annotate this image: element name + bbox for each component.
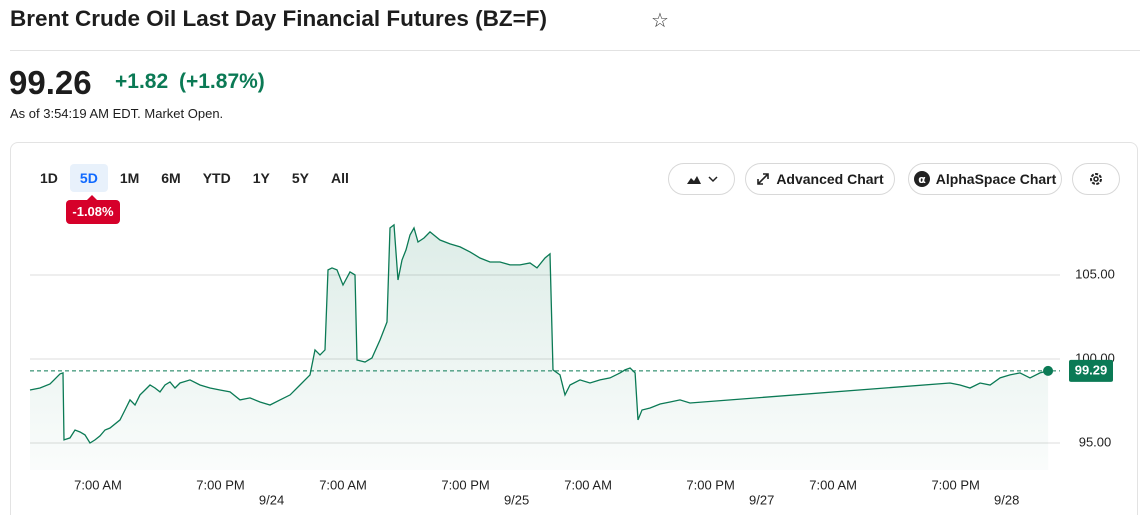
svg-text:α: α xyxy=(918,173,926,186)
watchlist-star[interactable]: ☆ xyxy=(651,10,669,32)
date-tick-label: 9/28 xyxy=(994,492,1019,507)
button-label: Advanced Chart xyxy=(776,171,884,187)
last-price-badge xyxy=(1069,359,1113,382)
title: Brent Crude Oil Last Day Financial Futur… xyxy=(10,6,547,31)
area xyxy=(30,224,1049,470)
price-change: +1.82 xyxy=(115,70,169,93)
x-tick-label: 7:00 AM xyxy=(564,477,612,492)
x-tick-label: 7:00 AM xyxy=(74,477,122,492)
price: 99.26 xyxy=(9,64,92,101)
range-tab[interactable]: 1D xyxy=(40,170,58,186)
chart-card xyxy=(10,142,1138,515)
x-tick-label: 7:00 PM xyxy=(931,477,979,492)
advanced-chart-button[interactable]: Advanced Chart xyxy=(745,163,895,195)
as-of: As of 3:54:19 AM EDT. Market Open. xyxy=(10,106,224,121)
date-tick-label: 9/24 xyxy=(259,492,284,507)
range-tab[interactable]: All xyxy=(330,170,349,186)
range-tab[interactable]: YTD xyxy=(202,170,231,186)
button-label: AlphaSpace Chart xyxy=(935,171,1057,187)
gear-icon xyxy=(1090,173,1102,185)
range-tab[interactable]: 1Y xyxy=(252,170,270,186)
price-change-percent: (+1.87%) xyxy=(179,70,265,93)
range-tab[interactable]: 6M xyxy=(161,170,181,186)
range-tabs: 1D 5D 1M 6M YTD 1Y 5Y All xyxy=(30,164,359,192)
date-tick-label: 9/25 xyxy=(504,492,529,507)
price-line xyxy=(29,223,1049,444)
range-tab[interactable]: 5Y xyxy=(291,170,309,186)
range-tab[interactable]: 5D xyxy=(69,164,108,192)
separator xyxy=(10,50,1140,51)
alphaspace-chart-button[interactable]: α AlphaSpace Chart xyxy=(908,163,1062,195)
alpha-icon: α xyxy=(913,171,930,187)
area-icon xyxy=(686,176,701,184)
range-tab[interactable]: 1M xyxy=(119,170,140,186)
settings-button[interactable] xyxy=(1072,163,1120,195)
chevron xyxy=(707,176,718,183)
x-tick-label: 7:00 AM xyxy=(809,477,857,492)
last-point xyxy=(1043,365,1054,376)
range-change: -1.08% xyxy=(66,195,120,224)
chart-type-toggle[interactable] xyxy=(668,163,735,195)
x-tick-label: 7:00 PM xyxy=(686,477,734,492)
y-tick-label: 105.00 xyxy=(1075,266,1115,281)
date-tick-label: 9/27 xyxy=(749,492,774,507)
last-price-label: 99.29 xyxy=(1075,362,1108,377)
x-tick-label: 7:00 PM xyxy=(196,477,244,492)
x-tick-label: 7:00 AM xyxy=(319,477,367,492)
expand-icon xyxy=(757,173,770,185)
y-tick-label: 95.00 xyxy=(1079,434,1112,449)
x-tick-label: 7:00 PM xyxy=(441,477,489,492)
